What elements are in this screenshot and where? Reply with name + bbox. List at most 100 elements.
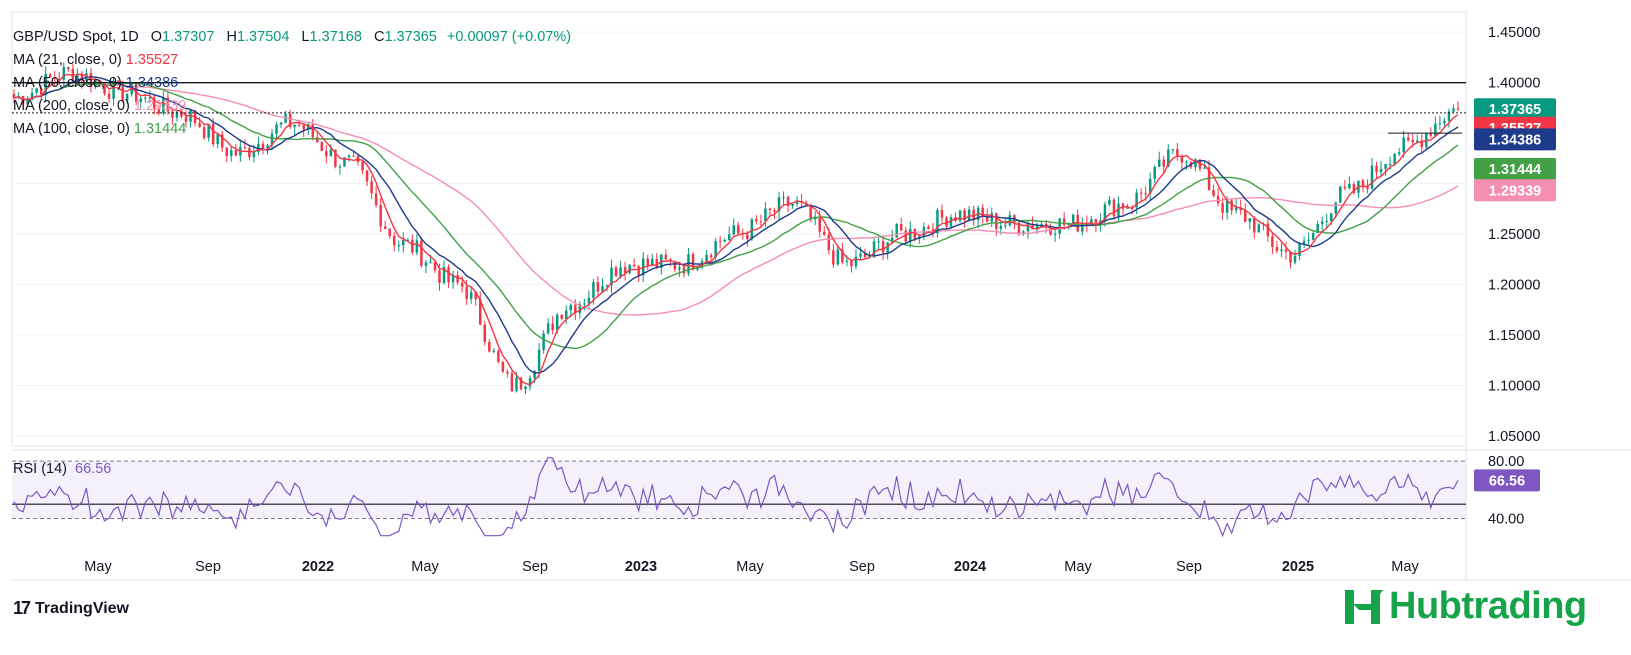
candle-body [515,377,518,392]
price-tick-label: 1.40000 [1488,76,1540,92]
candle-body [709,254,713,258]
price-tick-label: 1.45000 [1488,25,1540,41]
candle-body [270,133,274,146]
rsi-line [13,456,1459,538]
candle-body [107,93,111,99]
candle-body [574,304,577,314]
candle-body [35,88,38,93]
candle-body [895,224,898,238]
candle-body [1302,240,1306,244]
candle-body [1139,192,1143,194]
candle-body [999,226,1003,229]
candle-body [1275,247,1279,252]
candle-body [1379,168,1383,173]
candle-body [347,155,351,158]
candle-body [252,152,256,158]
time-tick-label: Sep [522,559,548,575]
candle-body [230,150,233,157]
time-tick-label: 2023 [625,559,657,575]
ma200-label: MA (200, close, 0) [13,98,130,114]
candle-body [1397,152,1401,155]
ma100-value: 1.31444 [133,121,187,137]
candle-body [714,241,717,258]
candle-body [1348,183,1351,189]
candle-body [1384,163,1387,169]
candle-body [334,149,337,167]
candle-body [569,304,573,311]
candle-body [841,249,844,262]
candle-body [1352,183,1356,193]
high-key: H [226,29,237,45]
ma200-line [13,83,1459,316]
candle-body [162,97,165,114]
candle-body [433,262,437,271]
candle-body [397,245,401,247]
candle-body [1135,192,1138,208]
ma50-line [13,75,1459,374]
candle-body [727,234,731,241]
legend-ma100[interactable]: MA (100, close, 0) 1.31444 [13,118,571,141]
hubtrading-logo-icon [1345,589,1383,624]
rsi-legend[interactable]: RSI (14) 66.56 [13,461,111,477]
candle-body [528,378,532,387]
candle-body [972,209,975,221]
candle-body [216,134,219,145]
hubtrading-logo: Hubtrading [1343,585,1587,628]
candle-body [1416,140,1419,143]
candle-body [1420,140,1424,148]
legend-ma50[interactable]: MA (50, close, 0) 1.34386 [13,72,571,95]
legend-ma200[interactable]: MA (200, close, 0) 1.29339 [13,95,571,118]
candle-body [411,239,414,253]
candle-body [501,361,505,372]
candle-body [533,370,536,379]
candle-body [1366,185,1369,189]
candle-body [1253,218,1256,233]
candle-body [755,219,758,222]
candle-body [1103,204,1107,221]
rsi-band [12,461,1466,519]
legend-ma21[interactable]: MA (21, close, 0) 1.35527 [13,49,571,72]
candle-body [542,333,545,350]
candle-body [311,124,314,138]
candle-body [823,231,826,235]
time-tick-label: Sep [1176,559,1202,575]
tradingview-logo-icon: 17 [13,598,31,618]
candle-body [1049,227,1052,235]
candle-body [243,147,247,149]
candle-body [1402,137,1405,153]
candle-body [863,253,867,257]
candle-body [293,124,296,127]
symbol-title[interactable]: GBP/USD Spot, 1D [13,29,139,45]
candle-body [1194,159,1197,168]
candle-body [139,98,142,102]
candle-body [913,229,917,239]
candle-body [1171,149,1175,151]
candle-body [415,240,419,253]
close-value: 1.37365 [384,29,437,45]
candle-body [374,193,378,206]
candle-body [1203,167,1206,169]
candle-body [1266,223,1270,237]
candle-body [737,225,740,234]
candle-body [1112,199,1116,217]
high-value: 1.37504 [236,29,290,45]
ma200-value: 1.29339 [133,98,187,114]
price-tick-label: 1.10000 [1488,378,1540,394]
candle-body [420,240,423,266]
candle-body [768,208,772,210]
candle-body [836,249,840,265]
candle-body [184,116,188,122]
candle-body [605,285,609,287]
candle-body [275,124,278,134]
candle-body [202,127,206,138]
candle-body [777,197,781,212]
candle-body [628,264,631,274]
candle-body [510,373,514,392]
candle-body [732,225,735,235]
candle-body [524,386,527,390]
candle-body [125,94,129,102]
ma21-value: 1.35527 [125,52,179,68]
candle-body [479,299,482,325]
ma50-value: 1.34386 [125,75,179,91]
tradingview-logo[interactable]: 17 TradingView [13,598,129,619]
